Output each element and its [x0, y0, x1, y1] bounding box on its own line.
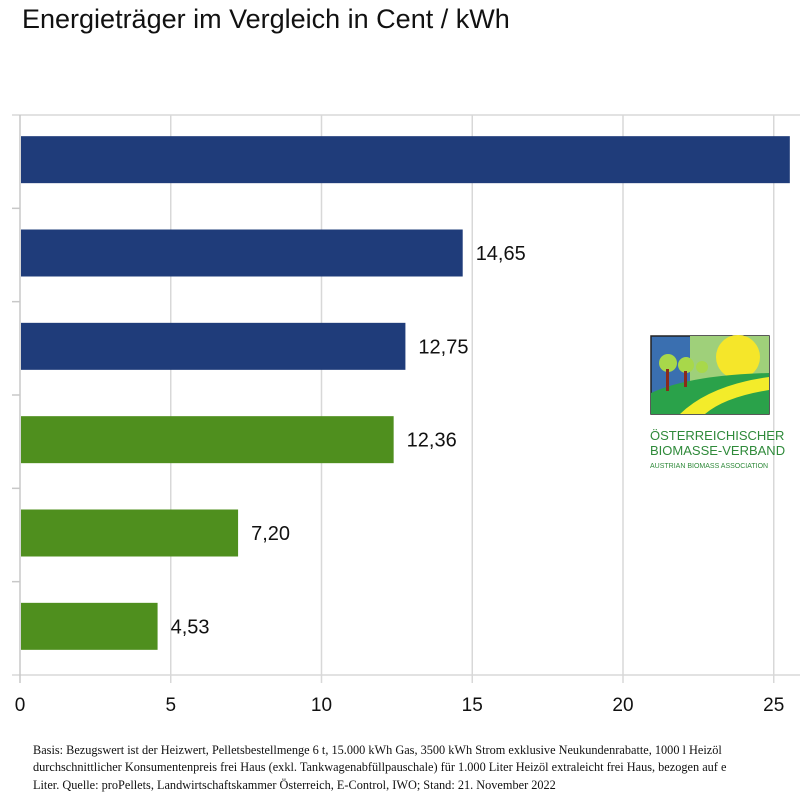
- bars: [21, 136, 790, 650]
- bar: [21, 136, 790, 184]
- x-axis-ticks: 0 5 10 15 20 25: [15, 695, 785, 716]
- bar: [21, 416, 394, 464]
- footnote: Basis: Bezugswert ist der Heizwert, Pell…: [33, 742, 726, 794]
- data-label: 14,65: [476, 243, 526, 265]
- logo-landscape-icon: [650, 335, 770, 415]
- data-label: 4,53: [171, 616, 210, 638]
- footnote-line: Basis: Bezugswert ist der Heizwert, Pell…: [33, 743, 722, 757]
- biomasse-verband-logo: ÖSTERREICHISCHER BIOMASSE-VERBAND AUSTRI…: [650, 335, 786, 470]
- data-label: 12,36: [407, 430, 457, 452]
- bar: [21, 602, 158, 650]
- x-tick-label: 0: [15, 695, 26, 716]
- data-labels: 14,65 12,75 12,36 7,20 4,53: [171, 243, 526, 638]
- footnote-line: durchschnittlicher Konsumentenpreis frei…: [33, 760, 727, 774]
- data-label: 7,20: [251, 523, 290, 545]
- bar: [21, 229, 463, 277]
- bar: [21, 509, 239, 557]
- x-tick-label: 25: [763, 695, 784, 716]
- logo-line-2: BIOMASSE-VERBAND: [650, 443, 786, 458]
- chart-title: Energieträger im Vergleich in Cent / kWh: [22, 4, 510, 34]
- logo-line-1: ÖSTERREICHISCHER: [650, 428, 785, 443]
- grid: [12, 114, 800, 683]
- data-label: 12,75: [418, 336, 468, 358]
- x-tick-label: 20: [612, 695, 633, 716]
- footnote-line: Liter. Quelle: proPellets, Landwirtschaf…: [33, 778, 556, 792]
- bar: [21, 322, 406, 370]
- x-tick-label: 5: [165, 695, 176, 716]
- x-tick-label: 15: [462, 695, 483, 716]
- x-tick-label: 10: [311, 695, 332, 716]
- logo-line-3: AUSTRIAN BIOMASS ASSOCIATION: [650, 463, 769, 470]
